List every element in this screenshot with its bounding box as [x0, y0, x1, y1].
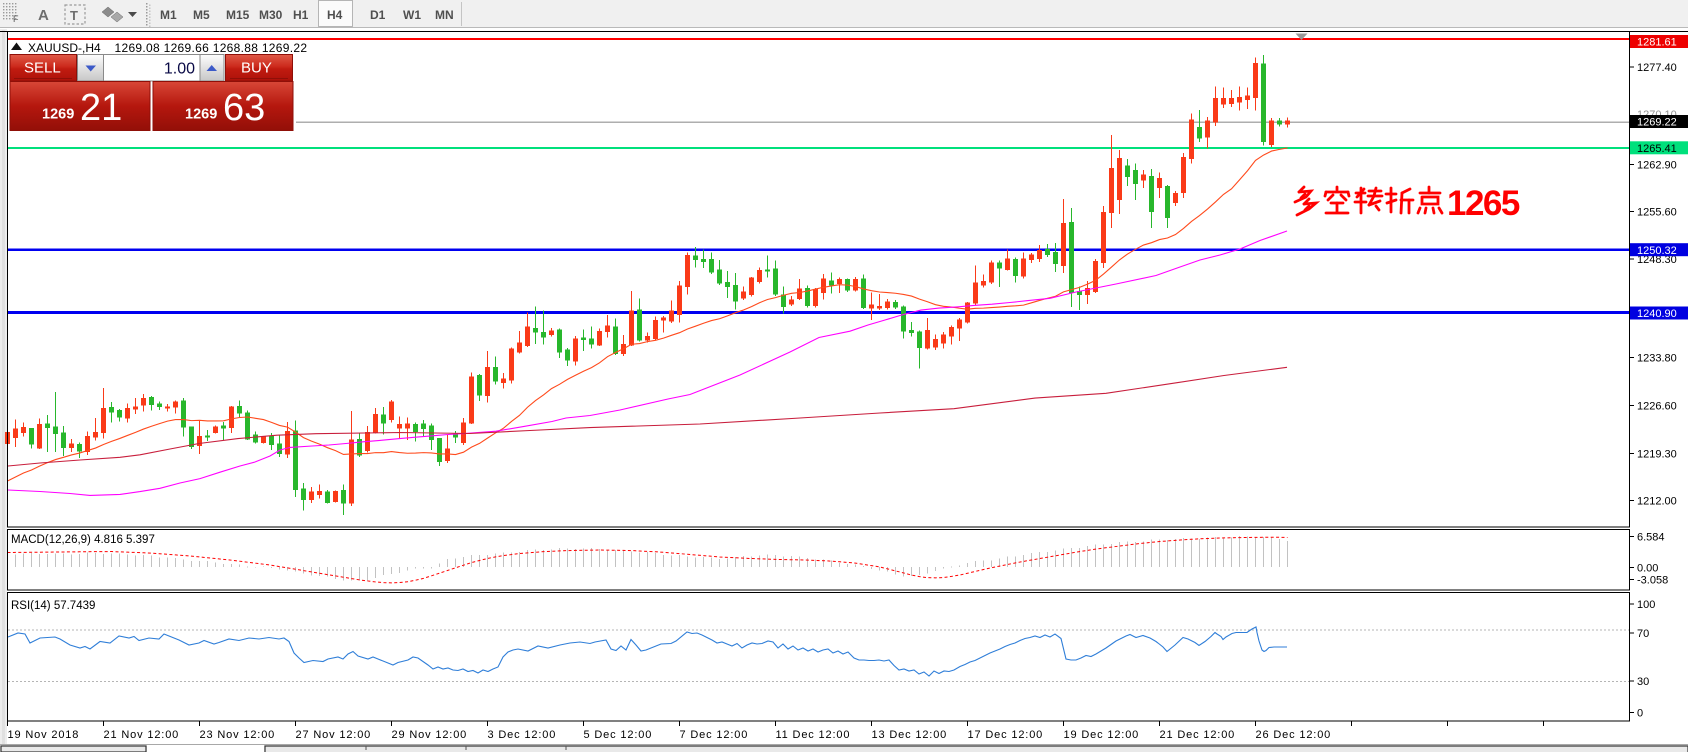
svg-text:1269: 1269 — [42, 107, 74, 123]
svg-text:SELL: SELL — [24, 60, 61, 77]
svg-text:1.00: 1.00 — [164, 61, 195, 78]
svg-text:MN: MN — [435, 8, 454, 22]
svg-text:M30: M30 — [259, 8, 283, 22]
svg-text:29 Nov 12:00: 29 Nov 12:00 — [392, 729, 468, 741]
svg-text:1281.61: 1281.61 — [1637, 37, 1677, 49]
svg-text:T: T — [70, 8, 78, 23]
svg-text:M15: M15 — [226, 8, 250, 22]
svg-text:19 Dec 12:00: 19 Dec 12:00 — [1064, 729, 1140, 741]
svg-text:26 Dec 12:00: 26 Dec 12:00 — [1256, 729, 1332, 741]
svg-text:70: 70 — [1637, 628, 1649, 640]
svg-text:W1: W1 — [403, 8, 421, 22]
svg-text:13 Dec 12:00: 13 Dec 12:00 — [872, 729, 948, 741]
svg-text:1240.90: 1240.90 — [1637, 308, 1677, 320]
svg-text:27 Nov 12:00: 27 Nov 12:00 — [296, 729, 372, 741]
svg-text:1269.08 1269.66 1268.88 1269.2: 1269.08 1269.66 1268.88 1269.22 — [115, 41, 308, 55]
svg-text:M5: M5 — [193, 8, 210, 22]
svg-text:1248.30: 1248.30 — [1637, 254, 1677, 266]
svg-text:1219.30: 1219.30 — [1637, 449, 1677, 461]
svg-text:1265: 1265 — [1447, 184, 1520, 223]
svg-text:RSI(14) 57.7439: RSI(14) 57.7439 — [11, 600, 95, 612]
svg-text:21 Dec 12:00: 21 Dec 12:00 — [1160, 729, 1236, 741]
svg-text:1250.32: 1250.32 — [1637, 245, 1677, 257]
svg-text:7 Dec 12:00: 7 Dec 12:00 — [680, 729, 749, 741]
svg-text:1212.00: 1212.00 — [1637, 496, 1677, 508]
svg-text:1233.80: 1233.80 — [1637, 353, 1677, 365]
svg-text:1262.90: 1262.90 — [1637, 160, 1677, 172]
svg-text:11 Dec 12:00: 11 Dec 12:00 — [776, 729, 851, 741]
svg-text:F: F — [13, 14, 19, 24]
svg-text:1226.60: 1226.60 — [1637, 401, 1677, 413]
svg-text:100: 100 — [1637, 599, 1655, 611]
svg-text:0: 0 — [1637, 708, 1643, 720]
svg-text:6.584: 6.584 — [1637, 532, 1665, 544]
svg-text:1255.60: 1255.60 — [1637, 207, 1677, 219]
svg-text:D1: D1 — [370, 8, 386, 22]
svg-text:1265.41: 1265.41 — [1637, 143, 1677, 155]
svg-text:5 Dec 12:00: 5 Dec 12:00 — [584, 729, 653, 741]
svg-text:M1: M1 — [160, 8, 177, 22]
svg-text:0.00: 0.00 — [1637, 563, 1658, 575]
svg-text:1269: 1269 — [185, 107, 217, 123]
svg-text:30: 30 — [1637, 676, 1649, 688]
svg-text:H1: H1 — [293, 8, 309, 22]
svg-text:H4: H4 — [327, 8, 343, 22]
svg-text:A: A — [38, 7, 49, 24]
svg-text:1277.40: 1277.40 — [1637, 62, 1677, 74]
svg-text:21 Nov 12:00: 21 Nov 12:00 — [104, 729, 180, 741]
svg-text:XAUUSD-,H4: XAUUSD-,H4 — [28, 41, 101, 55]
svg-text:23 Nov 12:00: 23 Nov 12:00 — [200, 729, 276, 741]
svg-text:1269.22: 1269.22 — [1637, 117, 1677, 129]
svg-text:BUY: BUY — [241, 60, 272, 77]
svg-text:-3.058: -3.058 — [1637, 575, 1668, 587]
svg-text:MACD(12,26,9) 4.816 5.397: MACD(12,26,9) 4.816 5.397 — [11, 534, 155, 546]
svg-text:17 Dec 12:00: 17 Dec 12:00 — [968, 729, 1044, 741]
svg-text:63: 63 — [223, 87, 265, 129]
svg-text:3 Dec 12:00: 3 Dec 12:00 — [488, 729, 557, 741]
svg-text:21: 21 — [80, 87, 122, 129]
svg-text:19 Nov 2018: 19 Nov 2018 — [8, 729, 80, 741]
